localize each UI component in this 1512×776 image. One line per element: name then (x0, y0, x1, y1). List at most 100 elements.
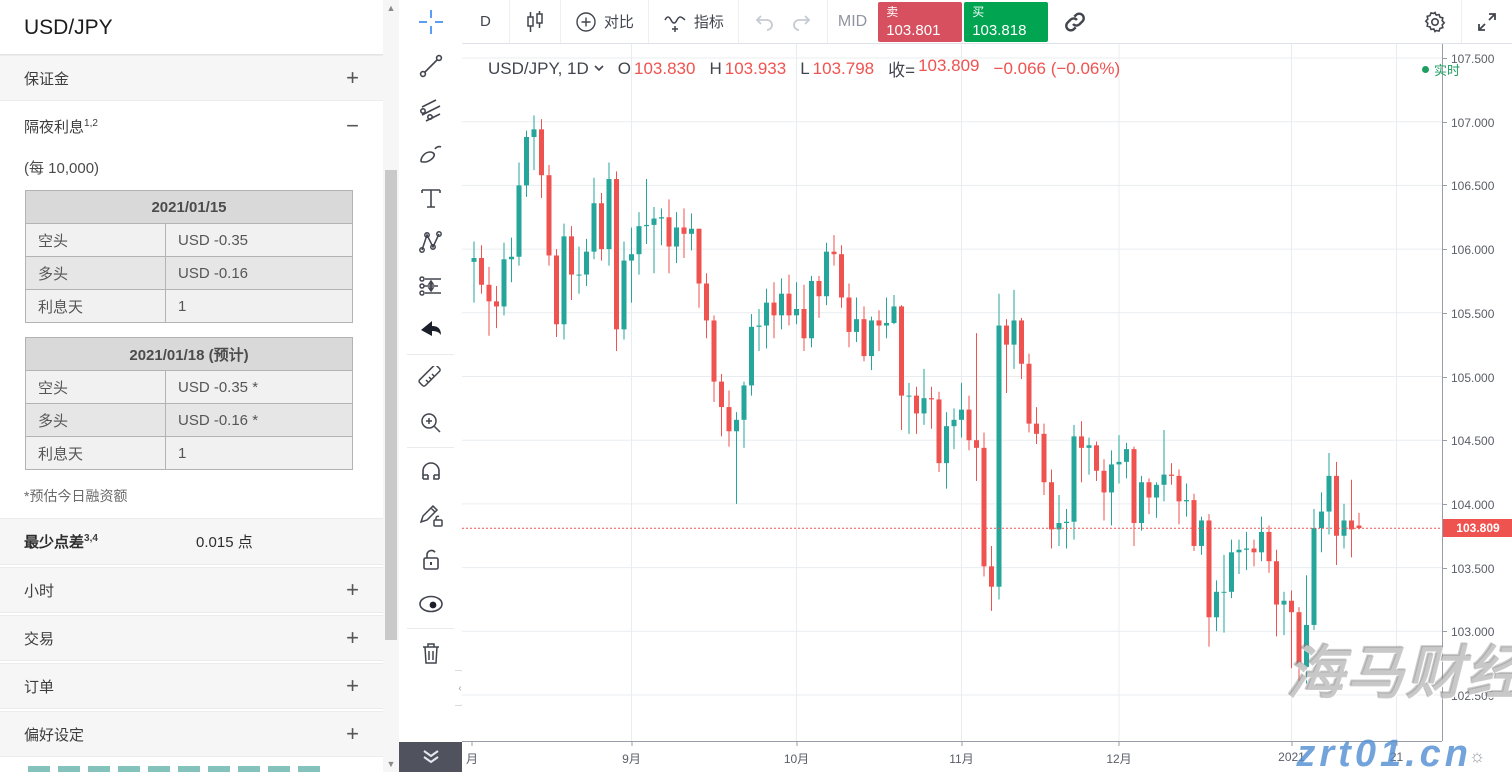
overnight-footnote: *预估今日融资额 (24, 488, 128, 504)
crosshair-tool-button[interactable] (399, 0, 462, 44)
sidebar-section-overnight-interest[interactable]: 隔夜利息1,2 − (0, 103, 383, 149)
scrollbar-thumb[interactable] (385, 170, 397, 640)
brush-tool-button[interactable] (399, 132, 462, 176)
link-chart-button[interactable] (1049, 0, 1101, 43)
low-value: 103.798 (812, 58, 875, 78)
buy-button[interactable]: 买 103.818 (964, 1, 1049, 42)
interval-button[interactable]: D (480, 13, 491, 30)
row-label: 空头 (25, 223, 166, 257)
chart-style-button[interactable] (510, 0, 560, 43)
time-tick-label: 月 (465, 752, 479, 766)
toolbar-hide-button[interactable] (399, 742, 462, 772)
sidebar-section-交易[interactable]: 交易 + (0, 615, 383, 661)
forecast-icon (418, 276, 441, 296)
drawing-mode-lock-button[interactable] (399, 494, 462, 538)
price-tick-label: 103.000 (1451, 625, 1495, 640)
price-tick (1443, 567, 1447, 569)
indicators-button[interactable]: 指标 (649, 0, 738, 43)
chart-settings-button[interactable] (1409, 0, 1461, 43)
mid-price-mode[interactable]: MID (837, 12, 868, 30)
overnight-tables: 2021/01/15 空头 USD -0.35 多头 USD -0.16 利息天 1 2021… (0, 190, 383, 470)
time-tick (1118, 742, 1120, 746)
section-label: 保证金 (24, 70, 70, 88)
theme-toggle-icon[interactable]: ☼ (1468, 746, 1486, 766)
row-value: USD -0.35 (165, 223, 353, 257)
pattern-tool-button[interactable] (399, 220, 462, 264)
time-tick (1396, 742, 1397, 746)
overnight-table: 2021/01/18 (预计) 空头 USD -0.35 * 多头 USD -0.16 … (25, 337, 353, 470)
table-row: 利息天 1 (25, 436, 353, 470)
section-label: 交易 (24, 630, 55, 648)
pencil-lock-icon (419, 504, 443, 527)
scroll-up-icon[interactable]: ▲ (386, 3, 396, 13)
table-row: 利息天 1 (25, 289, 353, 323)
row-value: 1 (165, 289, 353, 323)
arrow-marks-tool-button[interactable] (399, 308, 462, 352)
collapse-minus-icon[interactable]: − (346, 113, 359, 138)
row-label: 利息天 (25, 289, 166, 323)
double-chevron-down-icon (422, 750, 439, 764)
time-tick (631, 742, 632, 746)
fibonacci-tool-button[interactable] (399, 88, 462, 132)
expand-plus-icon[interactable]: + (346, 673, 359, 698)
row-value: 1 (165, 436, 353, 470)
min-spread-value: 0.015 点 (196, 534, 253, 551)
sell-button[interactable]: 卖 103.801 (878, 1, 963, 42)
sell-price: 103.801 (886, 21, 941, 39)
magnet-tool-button[interactable] (399, 450, 462, 494)
sidebar-section-margin[interactable]: 保证金 + (0, 55, 383, 101)
price-tick-label: 106.500 (1451, 179, 1495, 194)
price-tick-label: 105.000 (1451, 370, 1495, 385)
instrument-sidebar: USD/JPY 保证金 + 隔夜利息1,2 − (每 10,000) 2021/… (0, 0, 383, 772)
undo-button[interactable] (739, 0, 789, 43)
sell-label: 卖 (886, 4, 899, 19)
price-tick-label: 107.500 (1451, 52, 1495, 66)
xabcd-pattern-icon (418, 231, 442, 253)
fibonacci-icon (419, 99, 440, 122)
change-value: −0.066 (−0.06%) (993, 58, 1121, 78)
trend-line-tool-button[interactable] (399, 44, 462, 88)
price-tick-label: 106.000 (1451, 243, 1495, 258)
high-label: H (709, 58, 722, 78)
zoom-in-tool-button[interactable] (399, 401, 462, 445)
crosshair-icon (418, 10, 443, 34)
drawing-toolbar: ‹ (399, 0, 466, 772)
measure-tool-button[interactable] (399, 357, 462, 401)
expand-plus-icon[interactable]: + (346, 65, 359, 90)
redo-button[interactable] (789, 0, 827, 43)
time-axis[interactable]: 月 9月 10月 11月 12月 2021 21 (462, 741, 1442, 772)
expand-plus-icon[interactable]: + (346, 577, 359, 602)
fullscreen-icon (1478, 12, 1496, 31)
price-tick (1443, 312, 1447, 314)
sidebar-section-偏好设定[interactable]: 偏好设定 + (0, 711, 383, 757)
expand-plus-icon[interactable]: + (346, 721, 359, 746)
lock-all-button[interactable] (399, 538, 462, 582)
compare-button[interactable]: 对比 (561, 0, 648, 43)
remove-drawings-button[interactable] (399, 631, 462, 675)
open-label: O (617, 58, 632, 78)
time-tick-label: 10月 (783, 752, 810, 766)
magnet-icon (421, 462, 440, 480)
sidebar-scrollbar[interactable]: ▲ ▼ (383, 0, 399, 772)
overnight-unit-note: (每 10,000) (24, 160, 100, 177)
sidebar-section-小时[interactable]: 小时 + (0, 567, 383, 613)
undo-icon (755, 14, 773, 31)
chevron-down-icon (594, 65, 604, 72)
price-tick (1443, 121, 1447, 123)
row-label: 多头 (25, 256, 166, 290)
expand-plus-icon[interactable]: + (346, 625, 359, 650)
text-tool-button[interactable] (399, 176, 462, 220)
scroll-down-icon[interactable]: ▼ (386, 759, 396, 769)
row-value: USD -0.35 * (165, 370, 353, 404)
fullscreen-button[interactable] (1462, 0, 1512, 43)
symbol-interval-selector[interactable]: USD/JPY, 1D (488, 59, 604, 79)
candlestick-pane[interactable] (462, 44, 1442, 741)
compare-plus-icon (576, 11, 596, 32)
forecast-tool-button[interactable] (399, 264, 462, 308)
price-tick (1443, 376, 1447, 378)
sidebar-section-订单[interactable]: 订单 + (0, 663, 383, 709)
time-tick-label: 2021 (1278, 750, 1305, 764)
price-axis[interactable]: 107.500 107.000 106.500 106.000 105.500 105.0… (1442, 44, 1512, 741)
chart-area: USD/JPY, 1D O 103.830 H 103.933 L 103.798 收… (462, 44, 1512, 775)
hide-drawings-button[interactable] (399, 582, 462, 626)
